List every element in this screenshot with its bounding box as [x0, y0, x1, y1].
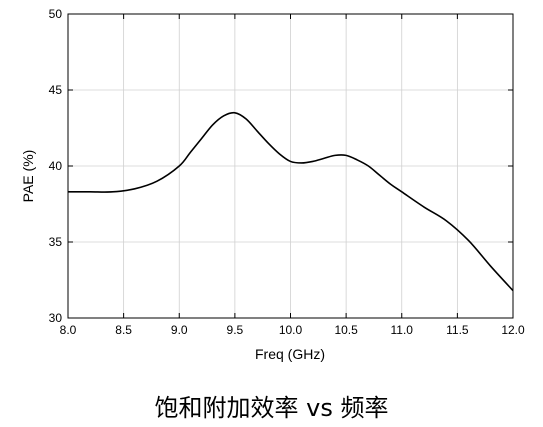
- y-tick-label: 50: [49, 7, 63, 21]
- x-tick-label: 9.0: [171, 323, 188, 337]
- pae-vs-frequency-chart: 8.0 8.5 9.0 9.5 10.0 10.5 11.0 11.5 12.0 30 35 40 4…: [20, 7, 525, 362]
- pae-series-line: [68, 111, 514, 292]
- y-tick-label: 40: [49, 159, 63, 173]
- figure-caption: 饱和附加效率 vs 频率: [154, 394, 389, 422]
- grid-lines: [68, 14, 513, 318]
- x-tick-label: 11.0: [391, 323, 414, 337]
- y-tick-labels: 30 35 40 45 50: [49, 7, 63, 325]
- x-axis-label: Freq (GHz): [255, 346, 325, 362]
- x-tick-label: 8.5: [115, 323, 132, 337]
- x-tick-label: 8.0: [60, 323, 77, 337]
- x-tick-label: 12.0: [501, 323, 525, 337]
- x-tick-label: 9.5: [227, 323, 244, 337]
- tick-marks: [67, 13, 514, 319]
- x-tick-label: 10.0: [279, 323, 303, 337]
- y-tick-label: 45: [49, 83, 63, 97]
- x-tick-labels: 8.0 8.5 9.0 9.5 10.0 10.5 11.0 11.5 12.0: [60, 323, 525, 337]
- y-tick-label: 30: [49, 311, 63, 325]
- y-axis-label: PAE (%): [20, 150, 36, 203]
- y-tick-label: 35: [49, 235, 63, 249]
- x-tick-label: 10.5: [334, 323, 358, 337]
- x-tick-label: 11.5: [446, 323, 469, 337]
